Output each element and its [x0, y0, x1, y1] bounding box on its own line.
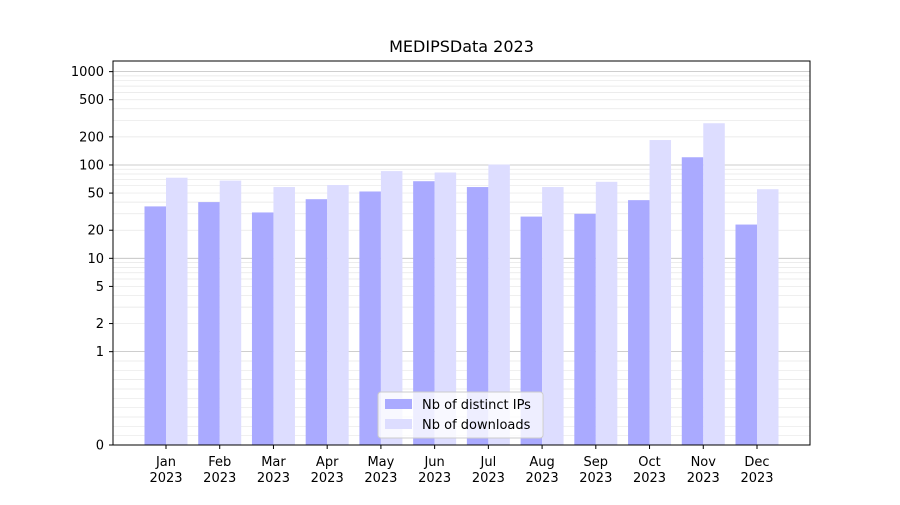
- x-tick-label-jul: Jul 2023: [472, 455, 505, 486]
- y-tick-label: 1000: [71, 65, 104, 80]
- y-tick-label: 1: [96, 345, 104, 360]
- x-tick-label-feb: Feb 2023: [203, 455, 236, 486]
- legend: Nb of distinct IPs Nb of downloads: [377, 391, 544, 439]
- bar-distinct-ips-dec: [735, 224, 757, 445]
- bar-downloads-aug: [542, 187, 564, 445]
- legend-swatch: [385, 419, 412, 429]
- y-tick-label: 200: [79, 130, 104, 145]
- y-tick-label: 100: [79, 158, 104, 173]
- x-tick-label-mar: Mar 2023: [257, 455, 290, 486]
- bar-downloads-dec: [757, 189, 779, 445]
- x-tick-label-aug: Aug 2023: [526, 455, 559, 486]
- bar-distinct-ips-nov: [681, 157, 704, 445]
- x-tick-label-nov: Nov 2023: [687, 455, 720, 486]
- x-tick-label-oct: Oct 2023: [633, 455, 666, 486]
- bar-downloads-jan: [166, 177, 188, 445]
- y-tick-label: 0: [96, 439, 104, 454]
- legend-swatch: [385, 399, 412, 409]
- bar-downloads-sep: [595, 181, 618, 445]
- bar-downloads-nov: [703, 123, 725, 446]
- bar-distinct-ips-feb: [198, 202, 220, 445]
- bar-distinct-ips-jan: [144, 206, 166, 445]
- axes: 0 1 2 5 10 20 50 100 200 500 1000 Jan 2023 Feb 2023 Mar…: [71, 65, 774, 486]
- bar-distinct-ips-jul: [466, 187, 489, 445]
- bar-distinct-ips-oct: [628, 200, 650, 445]
- x-tick-label-jan: Jan 2023: [149, 455, 182, 486]
- chart-title: MEDIPSData 2023: [389, 37, 534, 56]
- bar-distinct-ips-mar: [251, 212, 274, 445]
- y-tick-label: 20: [87, 224, 104, 239]
- bars: [144, 123, 779, 446]
- bar-downloads-oct: [649, 140, 672, 446]
- legend-box: [377, 391, 544, 439]
- legend-label: Nb of distinct IPs: [422, 398, 531, 413]
- bar-downloads-jul: [488, 164, 510, 445]
- y-tick-label: 2: [96, 317, 104, 332]
- x-tick-label-dec: Dec 2023: [740, 455, 773, 486]
- bar-downloads-feb: [219, 180, 242, 445]
- bar-downloads-may: [380, 171, 403, 445]
- bar-distinct-ips-aug: [520, 216, 543, 445]
- y-tick-label: 10: [87, 252, 104, 267]
- bar-downloads-apr: [327, 185, 349, 445]
- legend-label: Nb of downloads: [422, 418, 531, 433]
- y-tick-label: 500: [79, 93, 104, 108]
- bar-distinct-ips-apr: [305, 199, 328, 445]
- x-tick-label-apr: Apr 2023: [311, 455, 344, 486]
- x-tick-label-may: May 2023: [364, 455, 397, 486]
- bar-distinct-ips-may: [359, 191, 381, 445]
- x-tick-label-sep: Sep 2023: [579, 455, 612, 486]
- y-tick-label: 50: [87, 187, 104, 202]
- bar-downloads-jun: [434, 172, 457, 446]
- bar-distinct-ips-jun: [413, 181, 435, 446]
- y-tick-label: 5: [96, 280, 104, 295]
- bar-distinct-ips-sep: [574, 213, 596, 445]
- bar-downloads-mar: [273, 187, 295, 445]
- plot-frame: [112, 60, 811, 446]
- x-tick-label-jun: Jun 2023: [418, 455, 451, 486]
